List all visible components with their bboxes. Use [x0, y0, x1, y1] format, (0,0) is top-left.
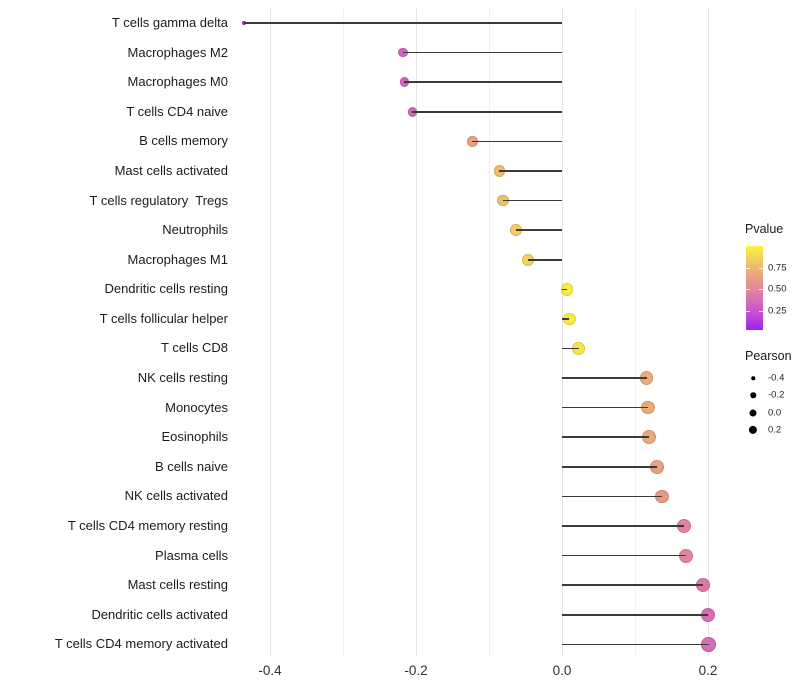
size-legend-label: -0.4	[768, 372, 785, 384]
y-axis-label: Eosinophils	[161, 429, 229, 445]
lollipop-stem	[561, 554, 687, 557]
size-legend-label: 0.2	[768, 424, 782, 436]
lollipop-stem	[561, 584, 703, 586]
y-axis-label: NK cells resting	[137, 370, 228, 386]
gridline-major	[416, 8, 417, 656]
y-axis-label: Macrophages M0	[127, 74, 228, 90]
lollipop-stem	[502, 199, 562, 202]
x-axis-tick-label: -0.4	[258, 663, 282, 678]
y-axis-label: Mast cells activated	[114, 162, 228, 178]
y-axis-label: Dendritic cells activated	[91, 606, 228, 622]
y-axis-label: Neutrophils	[162, 222, 228, 238]
pvalue-colorbar-tick	[746, 289, 750, 291]
lollipop-stem	[561, 436, 649, 439]
y-axis-label: T cells follicular helper	[99, 310, 228, 326]
lollipop-stem	[561, 614, 708, 616]
pearson-legend-title: Pearson	[745, 349, 792, 363]
y-axis-label: B cells memory	[139, 133, 228, 149]
y-axis-label: T cells CD8	[161, 340, 228, 356]
pvalue-colorbar-tick	[759, 289, 763, 291]
y-axis-label: T cells regulatory Tregs	[89, 192, 228, 208]
gridline-minor	[489, 8, 490, 656]
lollipop-stem	[561, 643, 709, 646]
pvalue-colorbar-tick	[759, 267, 763, 269]
lollipop-stem	[527, 258, 562, 261]
lollipop-stem	[243, 22, 562, 24]
lollipop-stem	[499, 170, 562, 172]
lollipop-stem	[516, 229, 562, 231]
lollipop-stem	[412, 110, 562, 113]
y-axis-label: Mast cells resting	[127, 577, 228, 593]
y-axis-label: T cells CD4 memory resting	[67, 518, 228, 534]
lollipop-stem	[561, 377, 647, 379]
pvalue-colorbar-tick	[746, 310, 750, 312]
x-axis-tick-label: -0.2	[404, 663, 428, 678]
pvalue-colorbar-tick-label: 0.50	[768, 283, 787, 295]
gridline-major	[707, 8, 709, 656]
y-axis-label: T cells CD4 naive	[126, 103, 228, 119]
lollipop-stem	[561, 318, 570, 320]
lollipop-stem	[561, 466, 657, 468]
y-axis-label: T cells gamma delta	[111, 15, 228, 30]
y-axis-label: B cells naive	[155, 458, 228, 474]
lollipop-stem	[404, 81, 562, 83]
y-axis-label: NK cells activated	[124, 488, 228, 504]
plot-panel	[236, 8, 742, 656]
y-axis-label: Dendritic cells resting	[104, 281, 228, 297]
pvalue-colorbar-tick	[746, 267, 750, 269]
size-legend-label: 0.0	[768, 407, 782, 419]
gridline-major	[270, 8, 271, 656]
y-axis-label: Monocytes	[165, 399, 228, 415]
y-axis-label: T cells CD4 memory activated	[54, 636, 228, 652]
x-axis-tick-label: 0.2	[698, 663, 718, 678]
pvalue-colorbar	[746, 246, 763, 330]
lollipop-stem	[402, 51, 562, 54]
lollipop-stem	[561, 288, 568, 291]
y-axis-label: Macrophages M1	[127, 251, 228, 267]
gridline-minor	[634, 8, 636, 656]
size-legend-dot	[749, 409, 757, 417]
lollipop-stem	[472, 140, 562, 143]
pvalue-colorbar-tick-label: 0.75	[768, 262, 787, 274]
gridline-major	[561, 8, 563, 656]
lollipop-stem	[561, 406, 649, 409]
size-legend-dot	[750, 392, 756, 399]
y-axis-label: Macrophages M2	[127, 44, 228, 60]
size-legend-dot	[748, 425, 758, 434]
y-axis-label: Plasma cells	[155, 547, 228, 563]
lollipop-stem	[561, 525, 684, 527]
x-axis-tick-label: 0.0	[552, 663, 572, 678]
lollipop-stem	[561, 347, 579, 350]
lollipop-stem	[561, 495, 662, 498]
size-legend-label: -0.2	[768, 389, 785, 401]
pvalue-legend-title: Pvalue	[745, 222, 784, 236]
pvalue-colorbar-tick	[759, 310, 763, 312]
size-legend-dot	[751, 376, 755, 380]
data-point	[560, 283, 574, 296]
gridline-minor	[343, 8, 344, 656]
pvalue-colorbar-tick-label: 0.25	[768, 305, 787, 317]
